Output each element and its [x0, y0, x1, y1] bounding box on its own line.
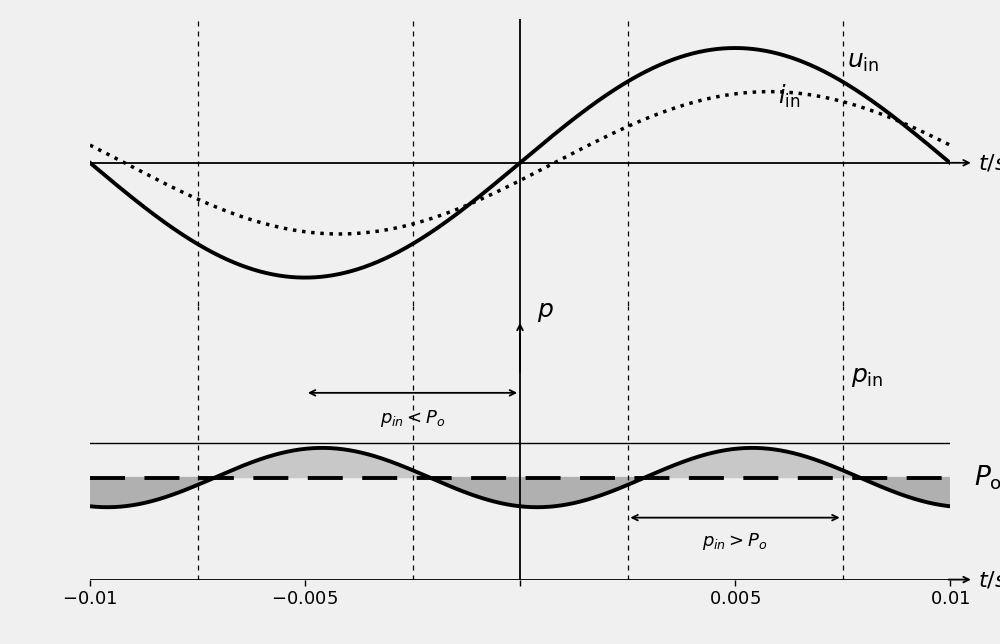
Text: $p_{\rm in}$: $p_{\rm in}$	[851, 365, 884, 390]
Text: $p_{in}<P_o$: $p_{in}<P_o$	[380, 408, 445, 430]
Text: $t/s$: $t/s$	[978, 569, 1000, 590]
Text: $p_{in}>P_o$: $p_{in}>P_o$	[702, 531, 768, 553]
Text: $P_{\rm o}$: $P_{\rm o}$	[974, 463, 1000, 492]
Text: $t/s$: $t/s$	[978, 153, 1000, 173]
Text: $i_{\rm in}$: $i_{\rm in}$	[778, 82, 800, 110]
Text: $u_{\rm in}$: $u_{\rm in}$	[847, 50, 879, 74]
Text: $p$: $p$	[537, 299, 554, 324]
